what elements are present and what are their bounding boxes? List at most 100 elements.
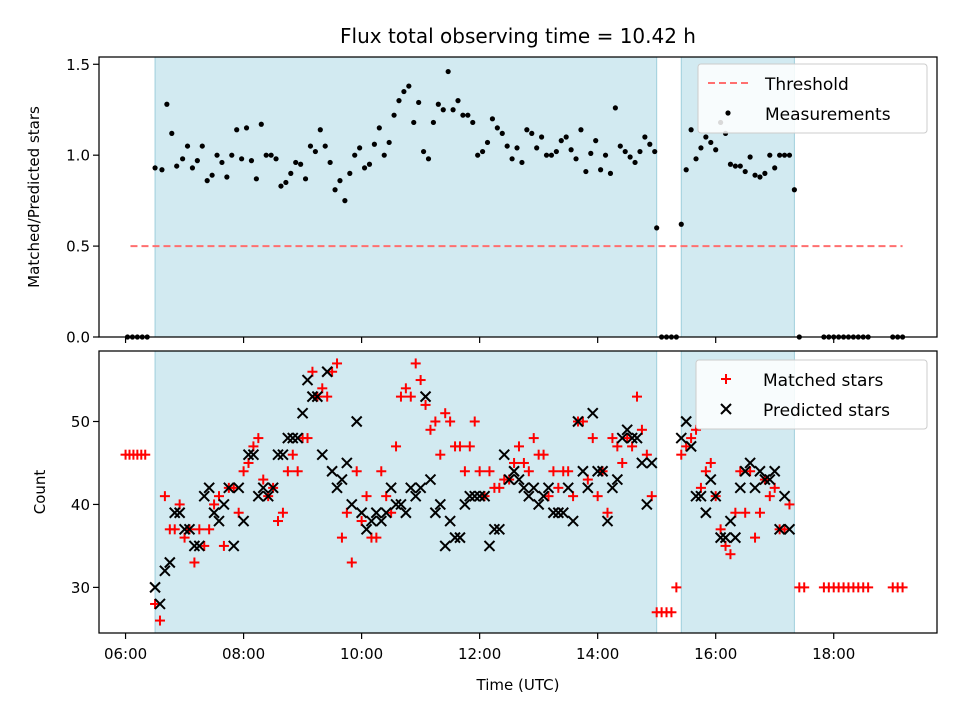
predicted-star-marker	[287, 432, 299, 444]
measurement-point	[703, 134, 709, 140]
predicted-star-marker	[572, 415, 584, 428]
x-stroke	[439, 540, 451, 552]
x-stroke	[700, 507, 712, 519]
x-stroke	[764, 473, 776, 486]
predicted-star-marker	[478, 490, 491, 502]
matched-star-marker	[302, 433, 313, 444]
matched-star-marker	[395, 391, 406, 402]
matched-star-marker	[154, 615, 165, 626]
measurement-point	[248, 158, 255, 164]
measurement-point	[376, 125, 382, 131]
ratio-legend: Threshold Measurements	[697, 63, 928, 134]
counts-axes-frame	[98, 350, 938, 634]
x-stroke	[341, 457, 353, 469]
predicted-star-marker	[277, 448, 289, 461]
predicted-star-marker	[341, 457, 353, 469]
matched-star-marker	[150, 598, 161, 609]
predicted-star-marker	[596, 465, 609, 477]
x-stroke	[714, 531, 727, 544]
matched-star-marker	[287, 449, 298, 460]
measurement-point	[534, 145, 540, 151]
matched-star-marker	[204, 524, 215, 535]
x-stroke	[444, 515, 456, 527]
measurement-point	[194, 158, 200, 164]
legend-box	[697, 63, 928, 134]
x-stroke	[282, 432, 294, 444]
x-stroke	[469, 490, 481, 502]
predicted-star-marker	[764, 473, 776, 486]
predicted-star-marker	[164, 556, 176, 569]
predicted-star-marker	[749, 482, 761, 494]
x-tick-label: 06:00	[104, 645, 147, 663]
matched-star-marker	[189, 557, 200, 568]
measurement-point	[732, 163, 738, 169]
predicted-star-marker	[552, 507, 565, 519]
predicted-star-marker	[223, 482, 235, 494]
x-stroke	[287, 432, 299, 444]
x-stroke	[537, 490, 550, 502]
x-stroke	[400, 507, 412, 519]
predicted-star-marker	[719, 531, 732, 544]
measurement-point	[243, 125, 250, 131]
predicted-star-marker	[444, 515, 456, 527]
x-stroke	[759, 473, 771, 486]
measurement-point	[317, 127, 323, 133]
predicted-star-marker	[282, 432, 294, 444]
x-stroke	[498, 448, 510, 461]
matched-star-marker	[228, 482, 239, 493]
predicted-star-marker	[272, 448, 284, 461]
predicted-star-marker	[346, 498, 358, 511]
predicted-star-marker	[257, 482, 269, 494]
matched-star-marker	[140, 449, 151, 460]
measurement-point	[688, 127, 694, 133]
matched-star-marker	[494, 482, 505, 493]
measurement-point	[396, 98, 402, 104]
predicted-star-marker	[405, 482, 417, 494]
predicted-star-marker	[508, 465, 520, 477]
measurement-point	[342, 198, 348, 204]
x-stroke	[636, 457, 648, 469]
y-tick-label: 50	[71, 413, 90, 431]
legend-predicted-label: Predicted stars	[763, 401, 890, 421]
predicted-star-marker	[483, 540, 496, 552]
predicted-star-marker	[232, 482, 245, 494]
predicted-star-marker	[542, 482, 555, 494]
measurement-point	[401, 88, 407, 95]
x-stroke	[336, 473, 348, 486]
matched-star-marker	[750, 532, 761, 543]
x-stroke	[596, 465, 609, 477]
matched-star-marker	[430, 416, 441, 427]
predicted-star-marker	[306, 390, 319, 403]
measurement-point	[425, 156, 432, 162]
x-stroke	[429, 507, 442, 519]
x-stroke	[773, 523, 786, 536]
matched-star-marker	[376, 466, 387, 477]
measurement-point	[288, 170, 294, 176]
measurement-point	[352, 152, 358, 158]
predicted-star-marker	[685, 440, 697, 453]
x-stroke	[508, 465, 520, 477]
matched-star-marker	[543, 491, 554, 502]
x-stroke	[385, 482, 397, 494]
measurement-point	[391, 112, 397, 118]
measurement-point	[283, 179, 289, 186]
x-stroke	[331, 482, 343, 494]
predicted-star-marker	[591, 465, 604, 477]
measurement-point	[224, 174, 230, 180]
measurement-point	[698, 145, 704, 151]
predicted-star-marker	[724, 515, 737, 527]
predicted-star-marker	[469, 490, 481, 502]
measurement-point	[234, 127, 240, 133]
predicted-star-marker	[773, 523, 786, 536]
matched-star-marker	[391, 441, 402, 452]
matched-star-marker	[159, 491, 170, 502]
matched-star-marker	[518, 457, 529, 468]
predicted-star-marker	[705, 473, 717, 486]
predicted-star-marker	[218, 498, 230, 511]
measurement-point	[361, 165, 368, 171]
predicted-star-marker	[621, 424, 633, 436]
measurement-point	[152, 165, 158, 171]
measurement-point	[786, 152, 793, 158]
matched-star-marker	[602, 507, 613, 518]
measurement-point	[258, 121, 264, 127]
